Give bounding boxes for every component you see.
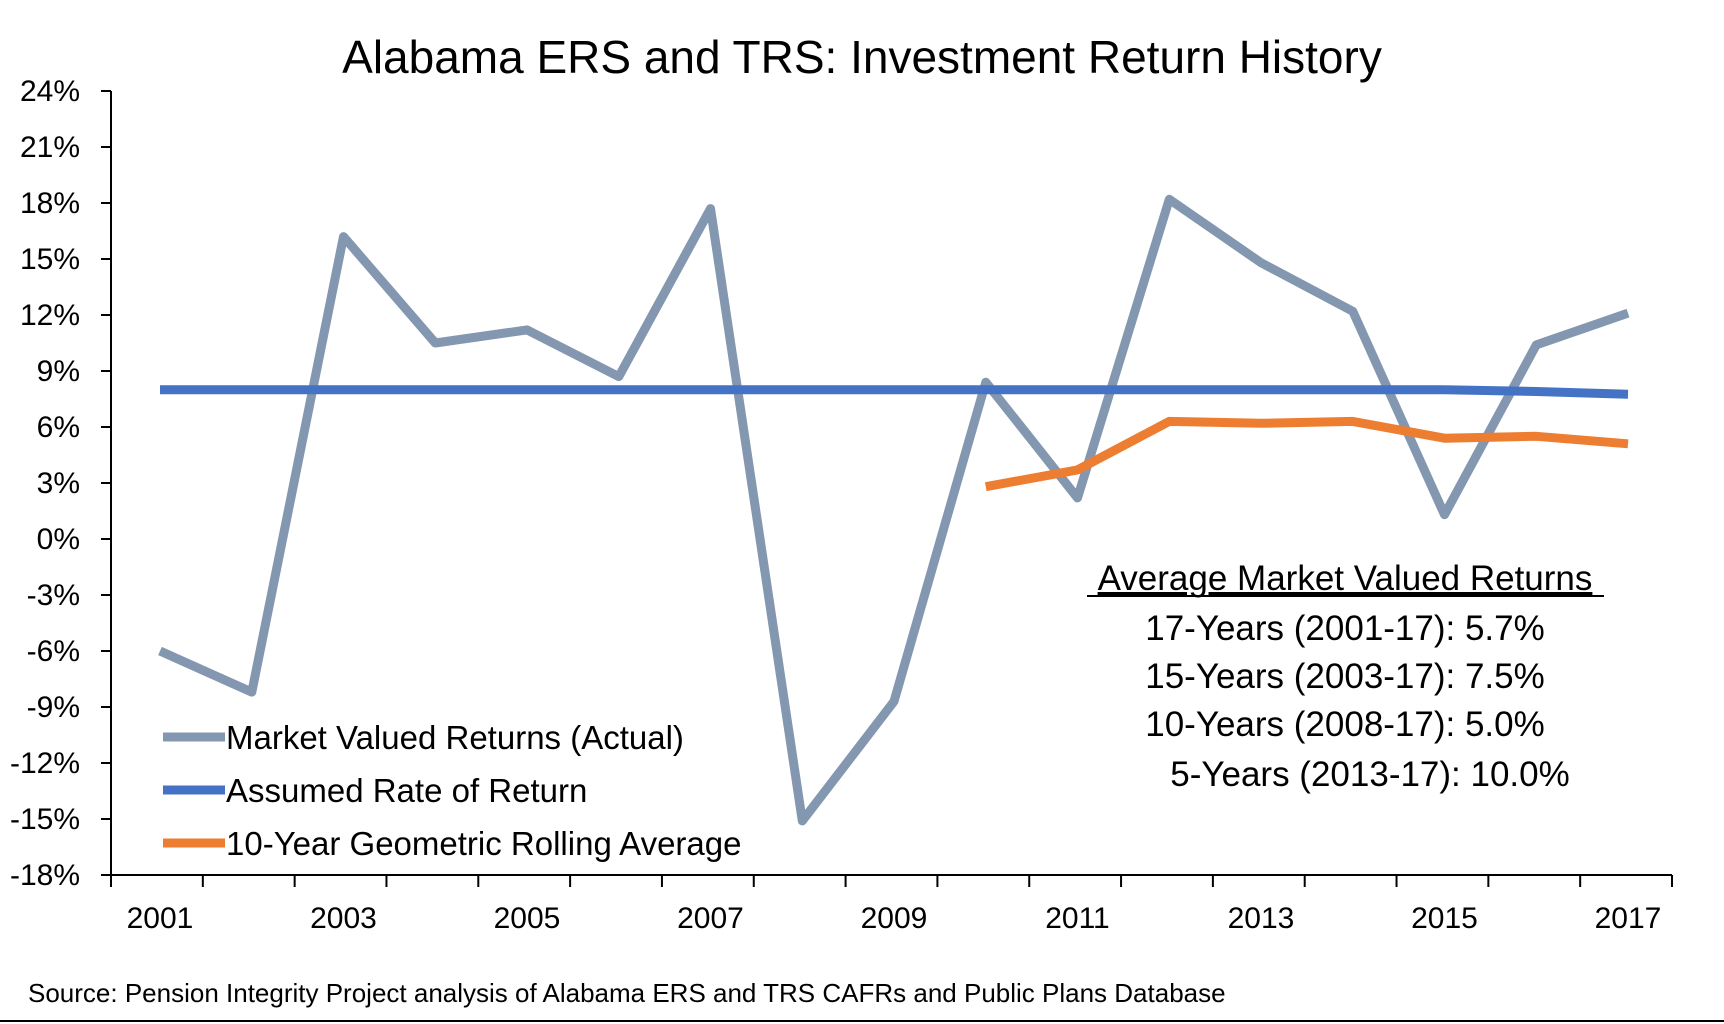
y-tick-label: 6%: [37, 411, 80, 444]
y-tick-label: 9%: [37, 355, 80, 388]
y-tick-label: 3%: [37, 467, 80, 500]
y-tick-label: -9%: [27, 691, 80, 724]
average-10-year: 10-Years (2008-17): 5.0%: [1145, 705, 1545, 744]
x-tick-label: 2015: [1411, 902, 1478, 935]
average-5-year: 5-Years (2013-17): 10.0%: [1170, 755, 1570, 794]
legend-label: Market Valued Returns (Actual): [226, 719, 684, 756]
y-tick-label: 12%: [20, 299, 80, 332]
series-line-10-year-geometric-rolling-average: [984, 416, 1629, 492]
x-tick-label: 2005: [494, 902, 561, 935]
x-axis: 2001 2003 2005 2007 2009 2011 2013 2015 2017: [110, 874, 1673, 935]
average-returns-annotation: Average Market Valued Returns 17-Years (…: [1087, 559, 1604, 794]
chart-title: Alabama ERS and TRS: Investment Return H…: [342, 31, 1382, 83]
series-line-assumed-rate-of-return: [160, 385, 1629, 399]
legend-label: 10-Year Geometric Rolling Average: [226, 825, 741, 862]
y-tick-label: 18%: [20, 187, 80, 220]
y-tick-label: -12%: [10, 747, 80, 780]
x-tick-label: 2009: [861, 902, 928, 935]
x-tick-label: 2003: [310, 902, 377, 935]
y-tick-label: 24%: [20, 75, 80, 108]
series-layer: [158, 194, 1630, 826]
x-tick-label: 2013: [1228, 902, 1295, 935]
y-tick-label: 0%: [37, 523, 80, 556]
x-tick-label: 2017: [1595, 902, 1662, 935]
legend-label: Assumed Rate of Return: [226, 772, 587, 809]
x-tick-label: 2001: [127, 902, 194, 935]
y-axis: 24% 21% 18% 15% 12% 9% 6% 3% 0% -3% -6% -9% -12% -15%…: [10, 75, 112, 892]
y-tick-label: -15%: [10, 803, 80, 836]
source-note: Source: Pension Integrity Project analys…: [28, 978, 1226, 1008]
x-tick-label: 2007: [677, 902, 744, 935]
y-tick-label: 15%: [20, 243, 80, 276]
x-tick-label: 2011: [1045, 902, 1110, 935]
y-tick-label: -18%: [10, 859, 80, 892]
average-returns-title: Average Market Valued Returns: [1098, 559, 1593, 598]
legend: Market Valued Returns (Actual) Assumed Ra…: [163, 719, 741, 862]
average-15-year: 15-Years (2003-17): 7.5%: [1145, 657, 1545, 696]
y-tick-label: -6%: [27, 635, 80, 668]
average-17-year: 17-Years (2001-17): 5.7%: [1145, 609, 1545, 648]
y-tick-label: -3%: [27, 579, 80, 612]
y-tick-label: 21%: [20, 131, 80, 164]
